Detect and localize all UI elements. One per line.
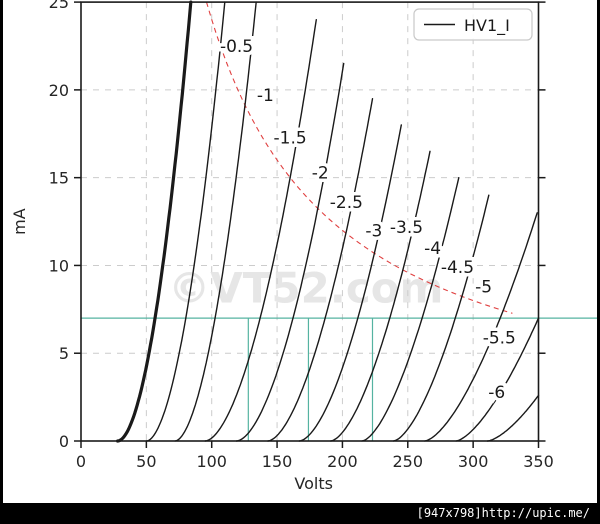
y-tick-label: 5 bbox=[59, 344, 69, 363]
curve--2 bbox=[235, 62, 345, 442]
curve--4 bbox=[361, 177, 460, 442]
y-tick-label: 25 bbox=[49, 0, 69, 12]
curve--3.5 bbox=[330, 150, 431, 442]
curve-label--3.5: -3.5 bbox=[390, 218, 423, 238]
x-tick-label: 150 bbox=[262, 452, 293, 471]
curve--0.5 bbox=[145, 1, 226, 442]
x-axis-title: Volts bbox=[294, 474, 333, 493]
x-tick-label: 300 bbox=[458, 452, 489, 471]
x-tick-label: 0 bbox=[76, 452, 86, 471]
y-tick-label: 10 bbox=[49, 256, 69, 275]
plot-figure: ©VT52.com -0.5 -1 -1.5 -2 -2.5 -3 -3.5 -4 -4.5 -5-… bbox=[3, 0, 597, 503]
curve-label--1.5: -1.5 bbox=[274, 128, 307, 148]
axes-spines bbox=[80, 1, 540, 442]
curve-label--5: -5 bbox=[475, 278, 492, 298]
x-tick-label: 100 bbox=[196, 452, 227, 471]
curve--5.5 bbox=[455, 317, 540, 442]
curve-label--2.5: -2.5 bbox=[330, 193, 363, 213]
characteristic-curves-chart: ©VT52.com-0.5-1-1.5-2-2.5-3 -3.5-4-4.5-5-… bbox=[10, 0, 597, 493]
curve-label--2: -2 bbox=[312, 163, 329, 183]
x-tick-label: 200 bbox=[327, 452, 358, 471]
legend-box bbox=[413, 8, 533, 41]
curve-label--4.5: -4.5 bbox=[441, 258, 474, 278]
curve--3 bbox=[298, 124, 402, 442]
x-tick-label: 50 bbox=[136, 452, 156, 471]
curve--5 bbox=[424, 212, 538, 442]
legend-label: HV1_I bbox=[464, 16, 510, 36]
image-host-caption: [947x798]http://upic.me/ bbox=[0, 503, 600, 524]
curve-label--3: -3 bbox=[365, 221, 382, 241]
curve--6 bbox=[486, 394, 540, 442]
curve-label--4: -4 bbox=[424, 239, 441, 259]
curve--1 bbox=[174, 1, 257, 442]
curve--1.5 bbox=[204, 19, 317, 442]
curve-label--5.5: -5.5 bbox=[483, 328, 516, 348]
x-tick-label: 250 bbox=[393, 452, 424, 471]
curve--4.5 bbox=[392, 194, 490, 442]
curve-0 bbox=[116, 0, 193, 443]
curve-label--6: -6 bbox=[488, 383, 505, 403]
x-tick-label: 350 bbox=[523, 452, 554, 471]
y-tick-label: 0 bbox=[59, 432, 69, 451]
curve-label--0.5: -0.5 bbox=[220, 37, 253, 57]
y-axis-title: mA bbox=[10, 208, 29, 235]
y-tick-label: 20 bbox=[49, 81, 69, 100]
curve--2.5 bbox=[267, 98, 374, 442]
y-tick-label: 15 bbox=[49, 169, 69, 188]
curve-label--1: -1 bbox=[257, 86, 274, 106]
